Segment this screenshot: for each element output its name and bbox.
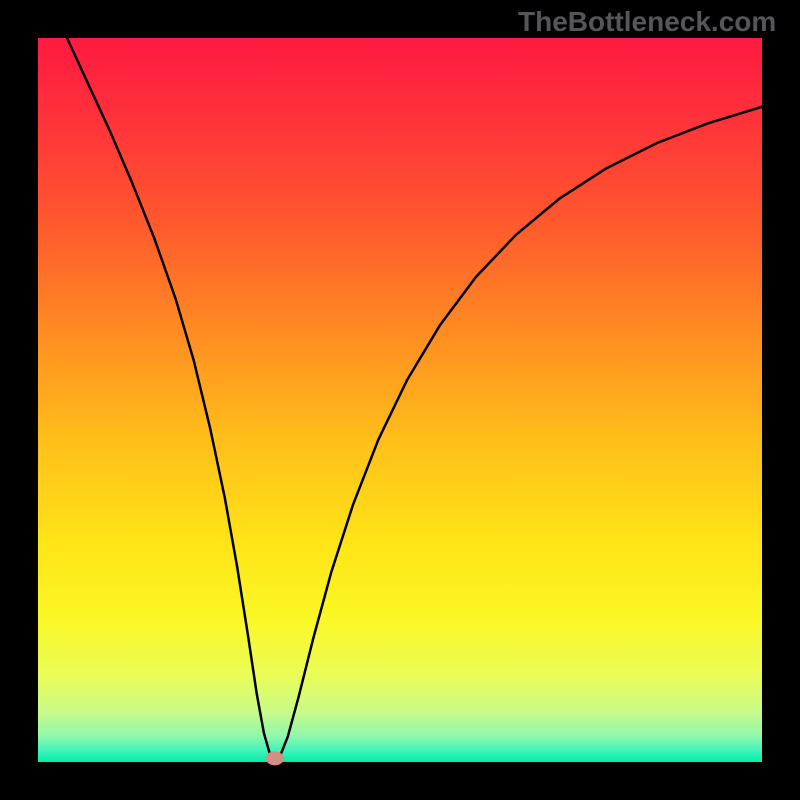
bottleneck-curve [67, 38, 762, 760]
curve-layer [0, 0, 800, 800]
watermark-text: TheBottleneck.com [518, 6, 776, 38]
chart-container: TheBottleneck.com [0, 0, 800, 800]
optimal-point-marker [266, 751, 284, 765]
